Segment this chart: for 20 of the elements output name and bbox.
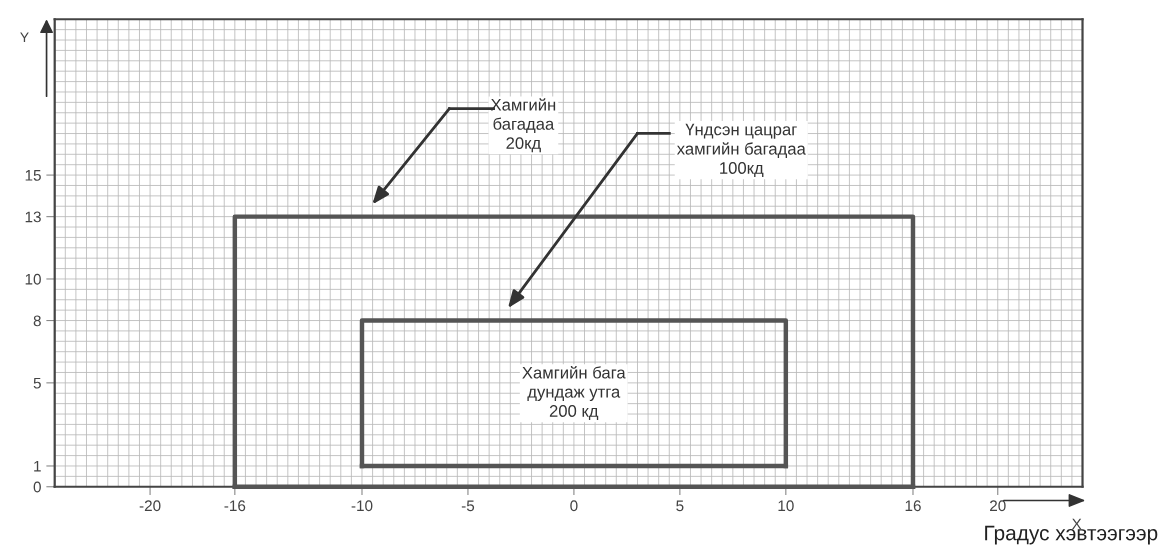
y-axis-title: Y [20, 32, 29, 43]
x-tick-label: 16 [905, 500, 921, 512]
x-tick-label: -5 [461, 500, 475, 512]
annotation: Үндсэн цацраг хамгийн багадаа 100кд [676, 123, 806, 178]
x-tick-label: -16 [224, 500, 246, 512]
y-tick-label: 10 [25, 273, 41, 285]
x-tick-label: 0 [570, 500, 578, 512]
y-tick-label: 15 [25, 170, 41, 181]
x-tick-label: -20 [139, 500, 161, 512]
y-tick-label: 0 [33, 481, 41, 493]
y-tick-label: 5 [33, 377, 41, 389]
y-tick-label: 1 [34, 461, 41, 472]
x-tick-label: 5 [676, 500, 684, 512]
x-tick-label: 20 [990, 500, 1006, 512]
y-tick-label: 8 [33, 315, 41, 327]
x-tick-label: 10 [778, 500, 794, 512]
annotation: Хамгийн багадаа 20кд [490, 98, 556, 153]
y-tick-label: 13 [25, 211, 41, 223]
x-tick-label: -10 [351, 500, 373, 512]
annotation: Хамгийн бага дундаж утга 200 кд [522, 366, 626, 421]
